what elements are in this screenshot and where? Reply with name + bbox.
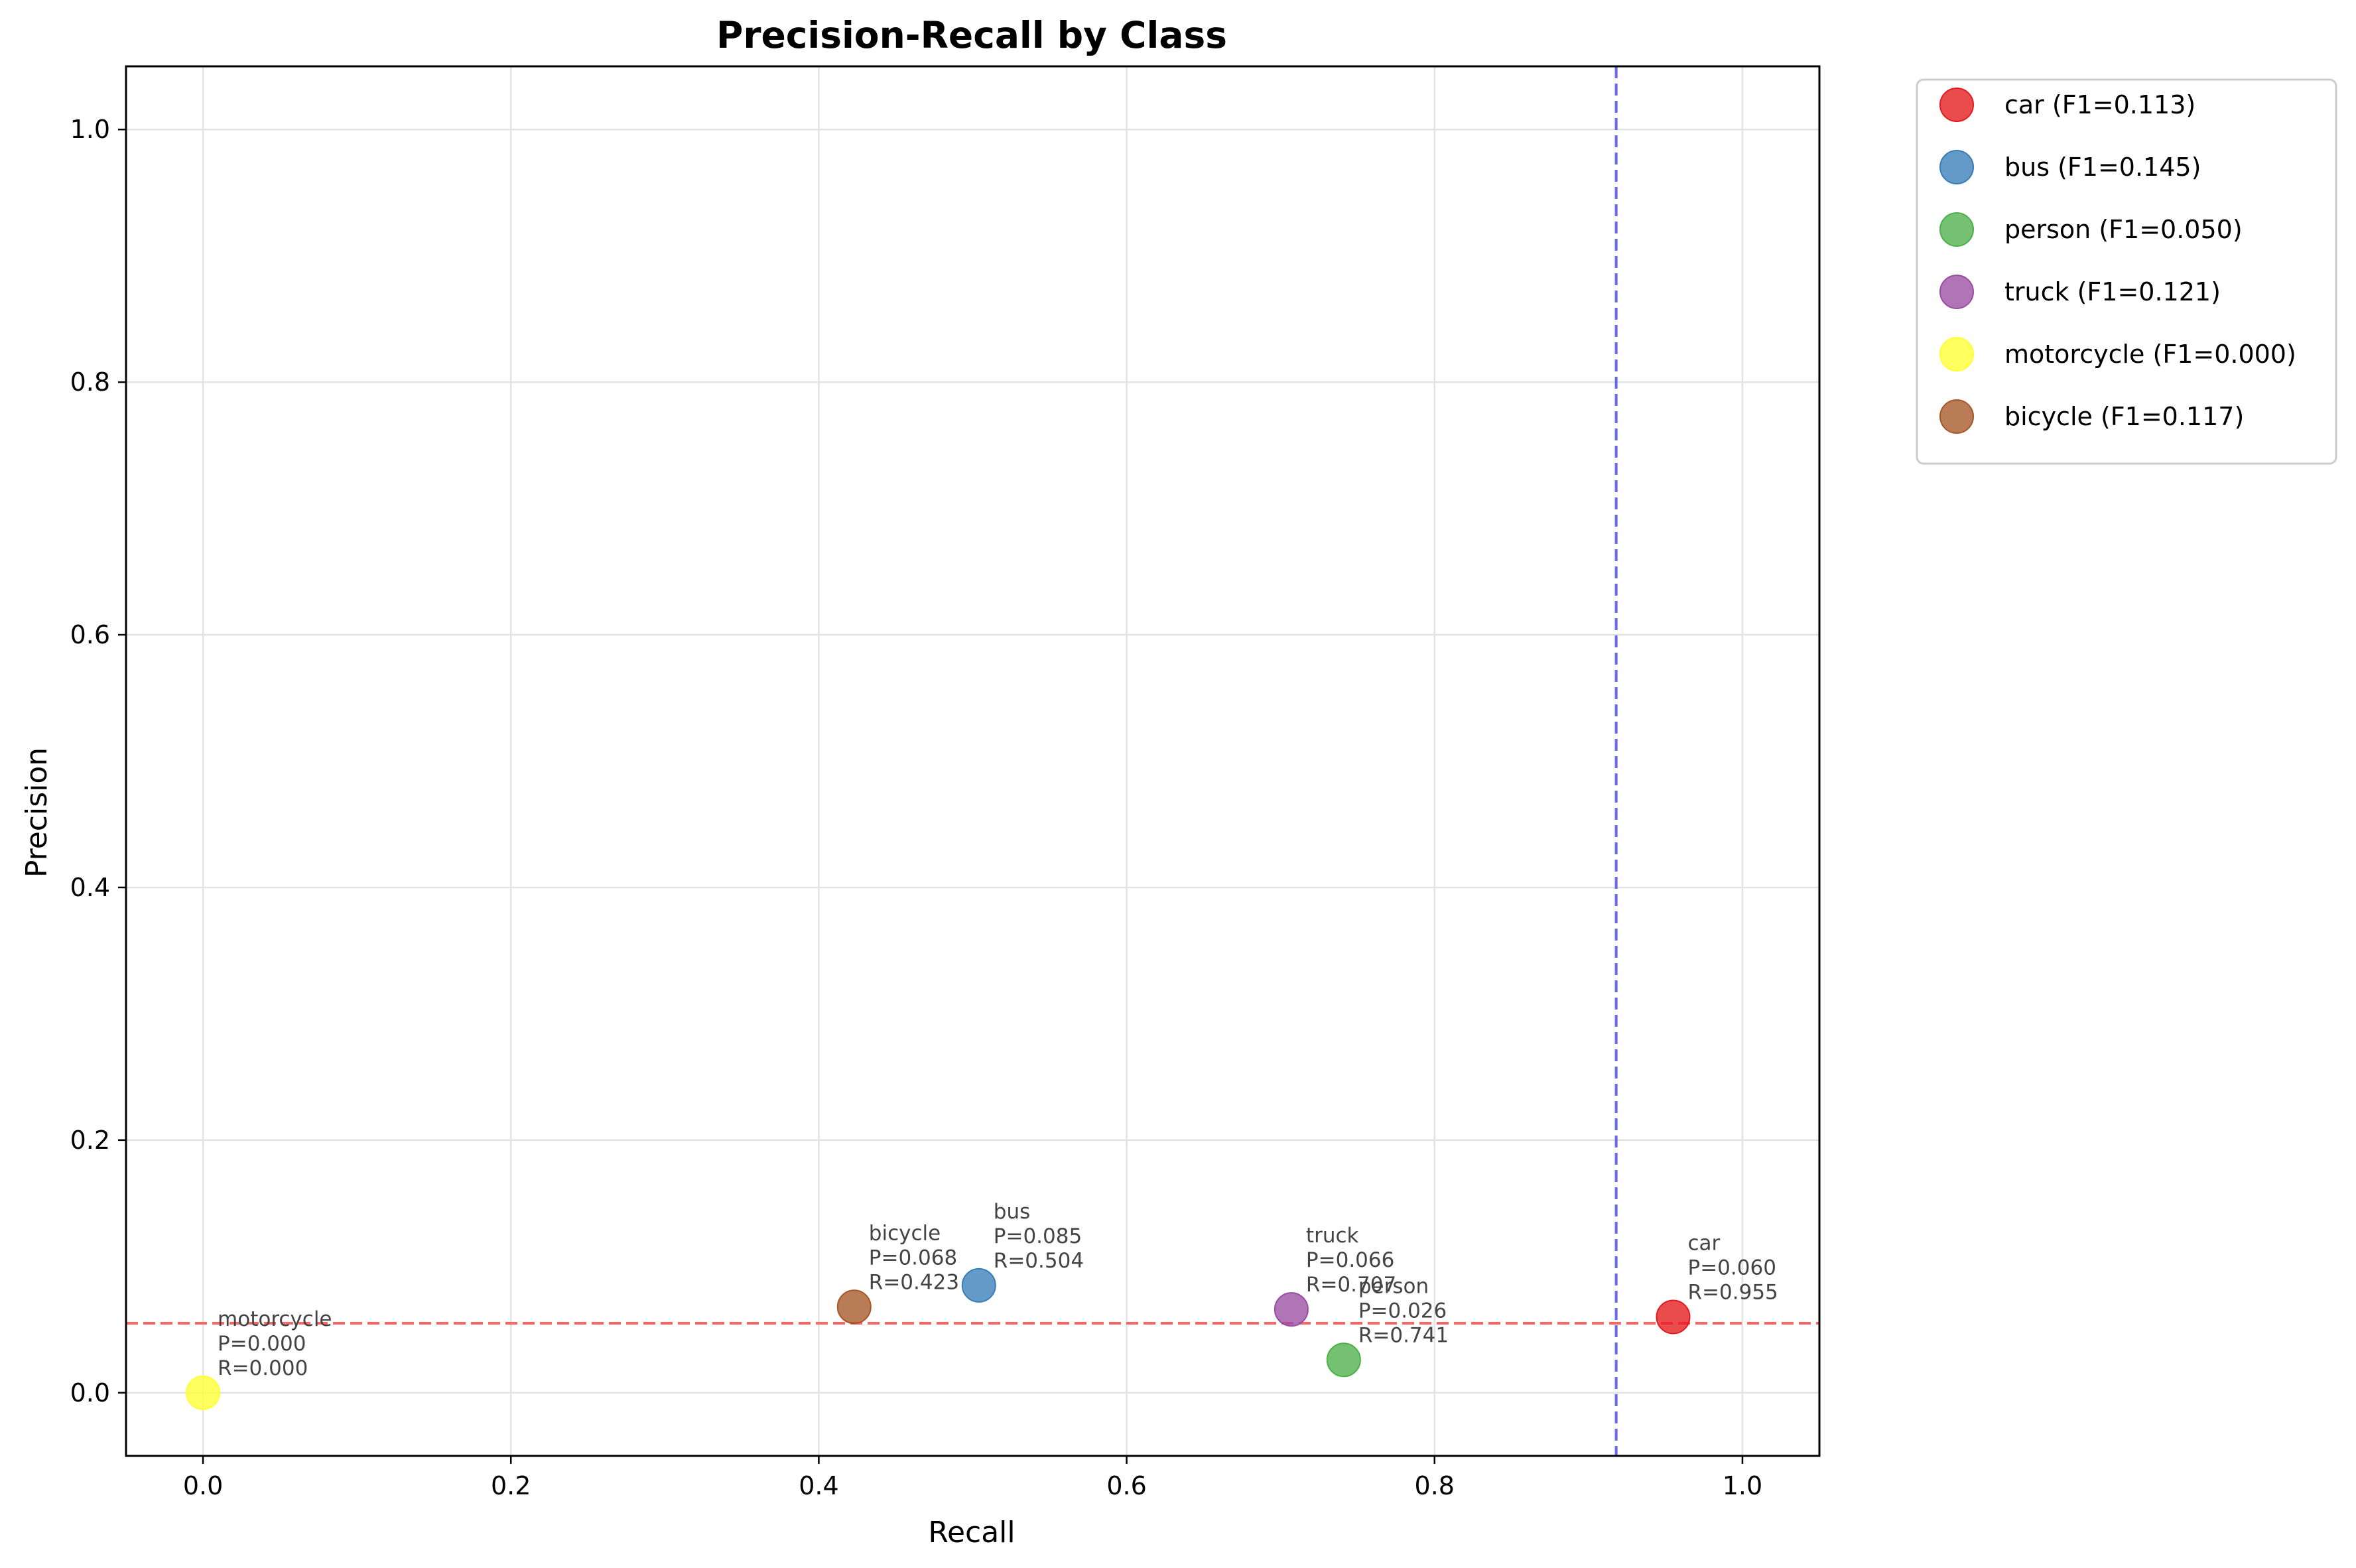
point-annotation-line: bus [994,1200,1030,1224]
point-annotation-line: P=0.060 [1688,1256,1776,1280]
point-annotation-line: car [1688,1232,1721,1256]
point-annotation-line: R=0.423 [869,1270,959,1294]
data-point [1326,1342,1361,1378]
x-tick-label: 1.0 [1723,1471,1762,1500]
x-tick-label: 0.0 [183,1471,223,1500]
y-tick-label: 0.2 [70,1126,110,1155]
point-annotation-line: P=0.085 [994,1224,1082,1248]
x-tick-label: 0.2 [491,1471,531,1500]
y-tick-label: 0.8 [70,367,110,397]
legend-marker [1939,399,1974,434]
point-annotation-line: R=0.707 [1306,1273,1396,1297]
legend-marker [1939,337,1974,371]
legend-label: motorcycle (F1=0.000) [2004,340,2296,369]
data-point [186,1375,221,1410]
legend-label: bicycle (F1=0.117) [2004,402,2244,431]
x-tick-label: 0.6 [1106,1471,1146,1500]
point-annotation-line: P=0.026 [1358,1299,1447,1323]
point-annotation-line: motorcycle [218,1307,332,1331]
data-point [961,1268,996,1303]
legend-marker [1939,275,1974,309]
x-tick-label: 0.8 [1415,1471,1455,1500]
legend-box [1916,78,2337,465]
y-tick-label: 0.6 [70,620,110,649]
chart-title: Precision-Recall by Class [716,14,1227,56]
y-axis-label: Precision [20,748,54,878]
x-tick-label: 0.4 [799,1471,838,1500]
legend-marker [1939,150,1974,184]
point-annotation-line: person [1358,1274,1429,1298]
grid [126,66,1819,1456]
y-tick-label: 0.0 [70,1378,110,1407]
point-annotation-line: R=0.741 [1358,1323,1449,1347]
point-annotation-line: R=0.000 [218,1356,308,1380]
legend-label: truck (F1=0.121) [2004,277,2221,306]
point-annotation-line: R=0.955 [1688,1281,1778,1305]
point-annotation-line: P=0.068 [869,1246,957,1270]
legend-marker [1939,88,1974,122]
point-annotation-line: truck [1306,1224,1359,1248]
data-point [836,1289,872,1325]
x-axis-label: Recall [928,1516,1015,1549]
plot-frame [125,65,1821,1457]
data-point [1656,1299,1691,1335]
point-annotation-line: P=0.000 [218,1332,306,1356]
y-tick-label: 0.4 [70,873,110,902]
data-points [186,1268,1691,1410]
data-point [1274,1292,1309,1327]
point-annotation-line: bicycle [869,1221,941,1245]
point-annotation-line: P=0.066 [1306,1248,1394,1272]
legend-label: car (F1=0.113) [2004,90,2195,119]
legend-label: person (F1=0.050) [2004,215,2243,244]
axis-ticks: 0.0 0.2 0.4 0.6 0.8 1.0 0.0 0.2 0.4 0.6 0.8 1.0 [70,115,1763,1500]
legend: car (F1=0.113) bus (F1=0.145) person (F1=0… [1916,78,2337,465]
y-tick-label: 1.0 [70,115,110,144]
point-annotation-line: R=0.504 [994,1249,1084,1273]
legend-label: bus (F1=0.145) [2004,153,2201,182]
reference-lines [126,66,1819,1456]
legend-marker [1939,212,1974,247]
